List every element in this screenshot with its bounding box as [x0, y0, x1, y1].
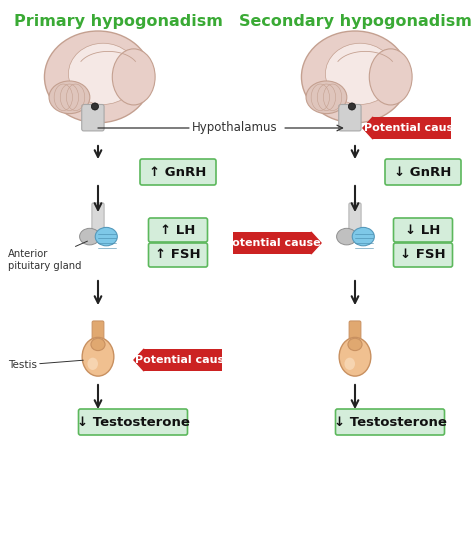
Ellipse shape [348, 338, 362, 351]
Ellipse shape [337, 228, 357, 245]
FancyBboxPatch shape [148, 243, 208, 267]
Text: Primary hypogonadism: Primary hypogonadism [14, 14, 222, 29]
FancyBboxPatch shape [233, 232, 311, 254]
Text: Potential cause: Potential cause [135, 355, 231, 365]
Text: ↑ LH: ↑ LH [160, 223, 196, 237]
Text: ↓ FSH: ↓ FSH [400, 248, 446, 262]
Text: Potential cause: Potential cause [364, 123, 460, 133]
Ellipse shape [49, 81, 90, 114]
Circle shape [91, 103, 99, 110]
Circle shape [348, 103, 356, 110]
FancyBboxPatch shape [349, 203, 361, 232]
FancyBboxPatch shape [79, 409, 188, 435]
FancyBboxPatch shape [92, 203, 104, 232]
Text: ↓ Testosterone: ↓ Testosterone [334, 416, 447, 429]
Text: ↑ FSH: ↑ FSH [155, 248, 201, 262]
Text: ↓ Testosterone: ↓ Testosterone [77, 416, 190, 429]
FancyBboxPatch shape [148, 218, 208, 242]
Ellipse shape [326, 43, 395, 104]
FancyBboxPatch shape [373, 117, 451, 139]
Text: Potential cause: Potential cause [224, 238, 320, 248]
Text: Secondary hypogonadism: Secondary hypogonadism [238, 14, 472, 29]
FancyBboxPatch shape [393, 218, 453, 242]
Ellipse shape [45, 31, 152, 123]
Ellipse shape [95, 228, 118, 246]
Ellipse shape [339, 337, 371, 376]
Ellipse shape [82, 337, 114, 376]
Polygon shape [311, 232, 321, 254]
Polygon shape [134, 349, 144, 371]
Text: Hypothalamus: Hypothalamus [192, 122, 278, 134]
Text: Testis: Testis [8, 360, 83, 370]
Ellipse shape [369, 49, 412, 105]
FancyBboxPatch shape [385, 159, 461, 185]
Ellipse shape [80, 228, 100, 245]
Ellipse shape [306, 81, 347, 114]
Ellipse shape [352, 228, 374, 246]
FancyBboxPatch shape [144, 349, 222, 371]
Ellipse shape [68, 43, 138, 104]
FancyBboxPatch shape [349, 321, 361, 343]
Ellipse shape [301, 31, 409, 123]
Ellipse shape [91, 338, 105, 351]
Text: ↑ GnRH: ↑ GnRH [149, 166, 207, 179]
Text: Anterior
pituitary gland: Anterior pituitary gland [8, 241, 88, 271]
FancyBboxPatch shape [82, 104, 104, 131]
Ellipse shape [345, 358, 355, 370]
FancyBboxPatch shape [336, 409, 445, 435]
Polygon shape [363, 117, 373, 139]
Text: ↓ GnRH: ↓ GnRH [394, 166, 452, 179]
FancyBboxPatch shape [339, 104, 361, 131]
FancyBboxPatch shape [140, 159, 216, 185]
Ellipse shape [112, 49, 155, 105]
Ellipse shape [87, 358, 98, 370]
Text: ↓ LH: ↓ LH [405, 223, 441, 237]
FancyBboxPatch shape [92, 321, 104, 343]
FancyBboxPatch shape [393, 243, 453, 267]
